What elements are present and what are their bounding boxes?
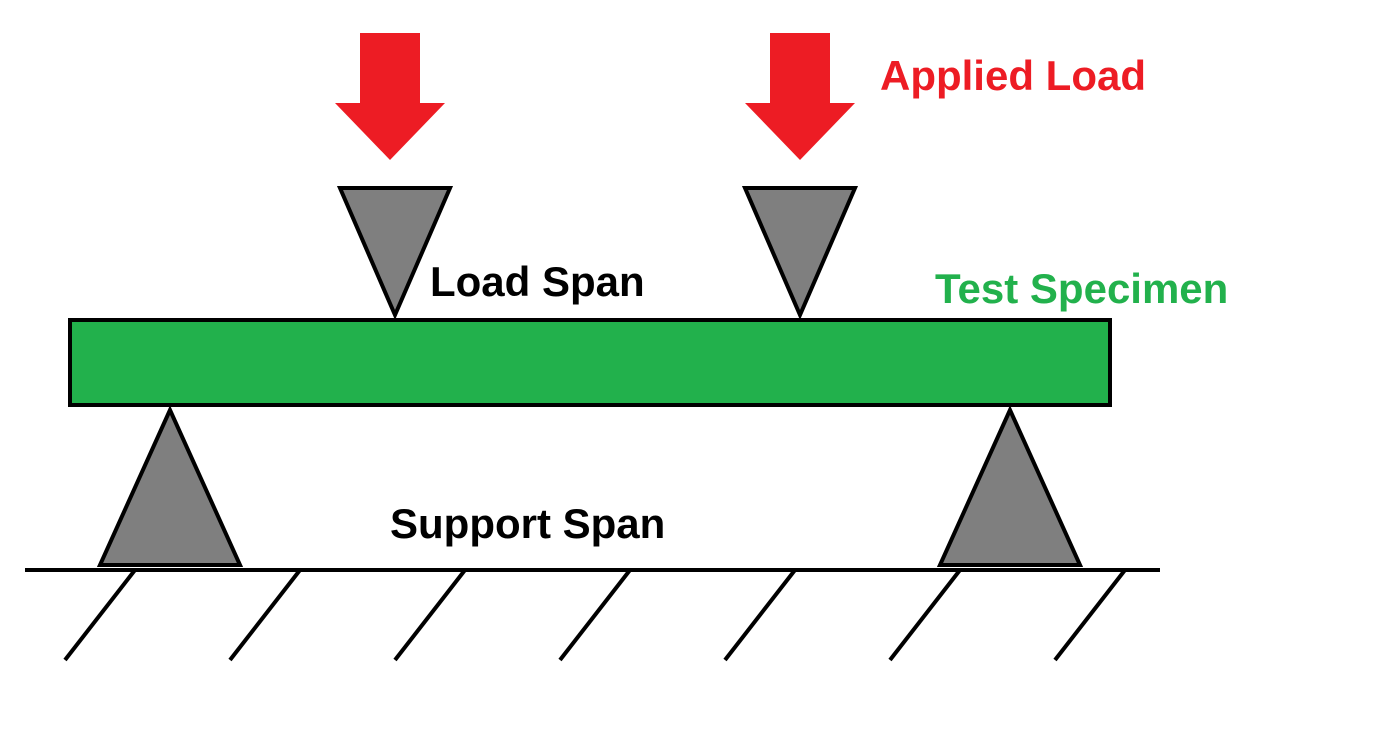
load-triangle-2 [745,188,855,315]
applied-load-arrow-1 [335,33,445,160]
arrow-head-1 [335,103,445,160]
hatch-7 [1055,570,1125,660]
hatch-2 [230,570,300,660]
hatch-6 [890,570,960,660]
test-specimen-label: Test Specimen [935,265,1228,313]
hatch-1 [65,570,135,660]
applied-load-arrow-2 [745,33,855,160]
test-specimen-bar [70,320,1110,405]
hatch-4 [560,570,630,660]
applied-load-label: Applied Load [880,52,1146,100]
ground-hatches [65,570,1125,660]
load-span-label: Load Span [430,258,645,306]
bend-test-diagram: Applied Load Load Span Test Specimen Sup… [0,0,1380,734]
arrow-shaft-2 [770,33,830,103]
support-triangle-2 [940,410,1080,565]
diagram-svg [0,0,1380,734]
hatch-5 [725,570,795,660]
support-triangle-1 [100,410,240,565]
arrow-head-2 [745,103,855,160]
hatch-3 [395,570,465,660]
support-span-label: Support Span [390,500,665,548]
arrow-shaft-1 [360,33,420,103]
